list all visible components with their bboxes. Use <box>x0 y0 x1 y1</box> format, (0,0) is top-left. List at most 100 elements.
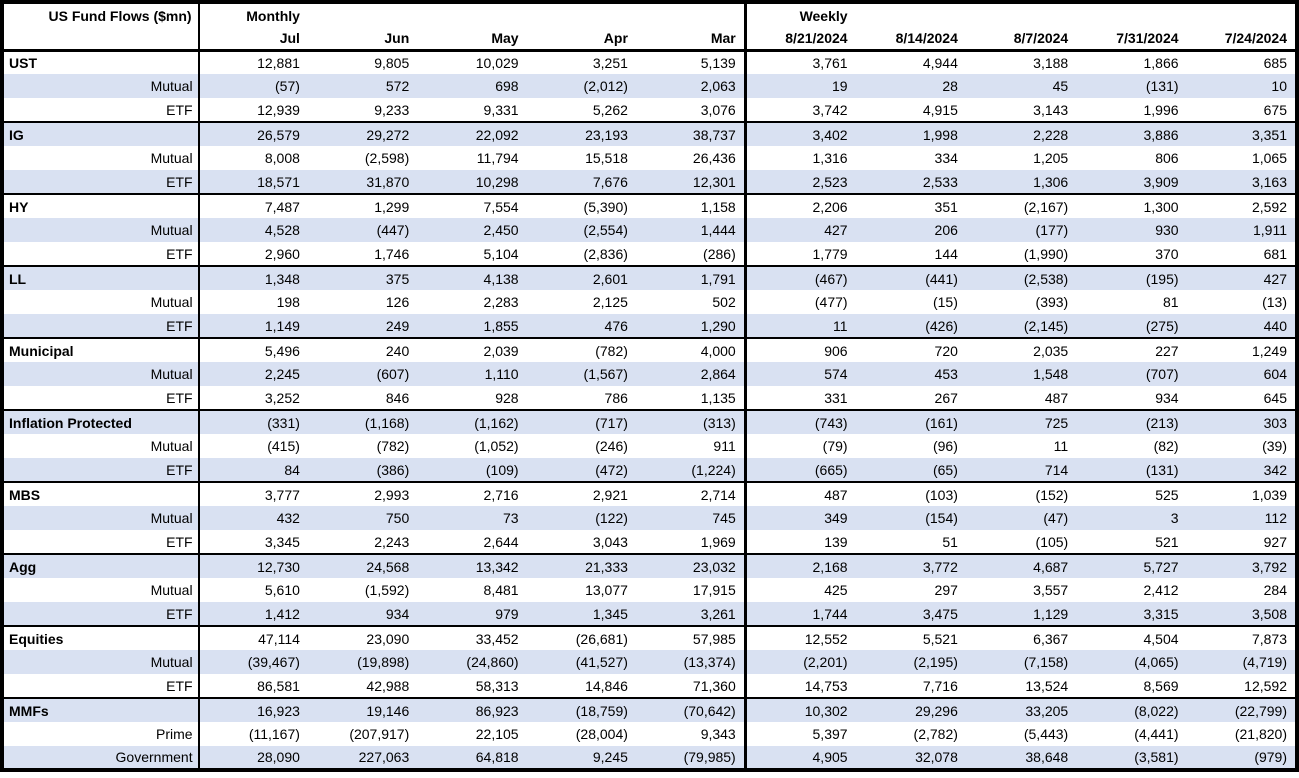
value-cell: 2,063 <box>700 78 736 94</box>
value-cell: 57,985 <box>692 630 736 647</box>
value-cell: 432 <box>276 510 300 526</box>
value-cell: 38,648 <box>1025 749 1069 765</box>
value-cell: (2,836) <box>583 245 628 262</box>
value-cell: 126 <box>385 294 410 310</box>
value-cell: 3,475 <box>922 605 958 622</box>
column-header-8-7-2024: 8/7/2024 <box>1013 30 1069 47</box>
value-cell: 4,944 <box>922 54 958 71</box>
value-cell: (2,782) <box>913 726 958 742</box>
value-cell: 45 <box>1052 78 1069 94</box>
row-label: Mutual <box>2 74 200 98</box>
table-row: Prime (11,167) (207,917) 22,105 (28,004) 9,34… <box>2 722 1297 746</box>
value-cell: 427 <box>1263 270 1287 287</box>
row-label: ETF <box>2 98 200 122</box>
value-cell: (707) <box>1145 366 1179 382</box>
value-cell: (4,441) <box>1134 726 1179 742</box>
value-cell: 1,065 <box>1251 150 1287 166</box>
row-label: Inflation Protected <box>2 410 200 434</box>
value-cell: 22,105 <box>475 726 519 742</box>
value-cell: (1,052) <box>474 438 519 454</box>
value-cell: 370 <box>1155 245 1179 262</box>
value-cell: (2,598) <box>364 150 410 166</box>
value-cell: 1,306 <box>1033 173 1069 190</box>
value-cell: 267 <box>934 389 958 406</box>
row-label: Mutual <box>2 578 200 602</box>
value-cell: 720 <box>934 342 958 359</box>
value-cell: 9,245 <box>592 749 628 765</box>
value-cell: 525 <box>1155 486 1179 503</box>
value-cell: (331) <box>267 414 300 431</box>
value-cell: 1,855 <box>483 317 519 334</box>
value-cell: 1,158 <box>700 198 736 215</box>
value-cell: 3,761 <box>743 50 856 74</box>
value-cell: 81 <box>1162 294 1179 310</box>
row-label: Mutual <box>2 146 200 170</box>
value-cell: 2,283 <box>483 294 519 310</box>
value-cell: 3,886 <box>1143 126 1179 143</box>
value-cell: 206 <box>934 222 958 238</box>
value-cell: (82) <box>1153 438 1179 454</box>
value-cell: 26,579 <box>257 126 300 143</box>
value-cell: 3,792 <box>1251 558 1287 575</box>
value-cell: 1,866 <box>1143 54 1179 71</box>
value-cell: (26,681) <box>575 630 628 647</box>
row-label: Mutual <box>2 290 200 314</box>
value-cell: 1,149 <box>264 317 300 334</box>
value-cell: 645 <box>1263 389 1287 406</box>
group-row: HY 7,487 1,299 7,554 (5,390) 1,158 2,206 351 (2,… <box>2 194 1297 218</box>
weekly-section-label: Weekly <box>743 2 856 28</box>
value-cell: 3,188 <box>1033 54 1069 71</box>
table-row: ETF 84 (386) (109) (472) (1,224) (665) (65) 714 (… <box>2 458 1297 482</box>
value-cell: 29,272 <box>366 126 410 143</box>
value-cell: 29,296 <box>915 702 958 719</box>
column-header-apr: Apr <box>603 30 628 47</box>
row-label: UST <box>2 50 200 74</box>
value-cell: 1,911 <box>1253 222 1287 238</box>
value-cell: 5,496 <box>264 342 300 359</box>
value-cell: (79) <box>743 434 856 458</box>
value-cell: 5,104 <box>483 245 519 262</box>
value-cell: (96) <box>932 438 958 454</box>
value-cell: 3,742 <box>743 98 856 122</box>
value-cell: 1,316 <box>743 146 856 170</box>
group-row: Equities 47,114 23,090 33,452 (26,681) 57,985… <box>2 626 1297 650</box>
value-cell: 2,168 <box>743 554 856 578</box>
value-cell: 928 <box>495 389 519 406</box>
value-cell: 425 <box>743 578 856 602</box>
value-cell: 2,533 <box>922 173 958 190</box>
value-cell: 9,805 <box>374 54 410 71</box>
table-row: ETF 3,252 846 928 786 1,135 331 267 487 934 645 <box>2 386 1297 410</box>
value-cell: 6,367 <box>1033 630 1069 647</box>
value-cell: 3,163 <box>1251 173 1287 190</box>
value-cell: 1,348 <box>264 270 300 287</box>
value-cell: 3,777 <box>264 486 300 503</box>
value-cell: (1,990) <box>1023 245 1069 262</box>
value-cell: 32,078 <box>915 749 958 765</box>
value-cell: 5,262 <box>592 101 628 118</box>
value-cell: (24,860) <box>466 654 519 670</box>
value-cell: (7,158) <box>1023 654 1069 670</box>
value-cell: (1,162) <box>474 414 519 431</box>
table-body: UST 12,881 9,805 10,029 3,251 5,139 3,761 4,944… <box>2 50 1297 770</box>
value-cell: (105) <box>1035 533 1069 550</box>
value-cell: 487 <box>743 482 856 506</box>
value-cell: 476 <box>604 317 628 334</box>
value-cell: (665) <box>743 458 856 482</box>
value-cell: 574 <box>743 362 856 386</box>
value-cell: 806 <box>1155 150 1179 166</box>
value-cell: 7,554 <box>483 198 519 215</box>
value-cell: 1,039 <box>1251 486 1287 503</box>
value-cell: 21,333 <box>585 558 628 575</box>
value-cell: (22,799) <box>1234 702 1287 719</box>
value-cell: 750 <box>385 510 410 526</box>
value-cell: 2,864 <box>700 366 736 382</box>
value-cell: 979 <box>495 605 519 622</box>
group-row: Agg 12,730 24,568 13,342 21,333 23,032 2,168 3,… <box>2 554 1297 578</box>
value-cell: 227 <box>1155 342 1179 359</box>
value-cell: 4,905 <box>743 746 856 770</box>
row-label: ETF <box>2 314 200 338</box>
value-cell: (2,012) <box>583 78 628 94</box>
value-cell: 375 <box>385 270 410 287</box>
row-label: Government <box>2 746 200 770</box>
